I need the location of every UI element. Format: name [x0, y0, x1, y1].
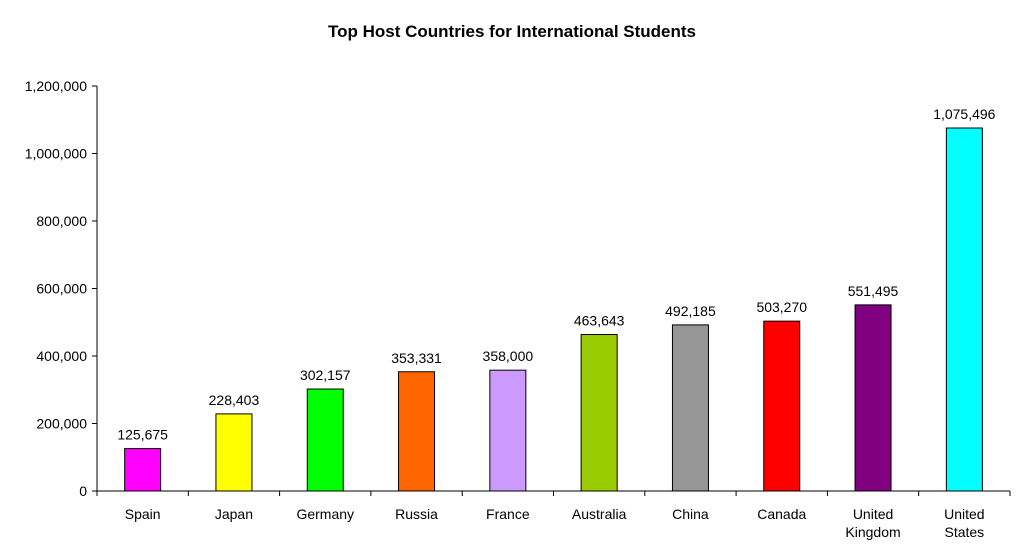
x-category-label: Australia [572, 506, 627, 522]
bar-value-label: 125,675 [117, 427, 168, 443]
bar [763, 320, 801, 492]
bar [671, 324, 709, 492]
x-category-label: France [486, 506, 530, 522]
y-tick-label: 0 [79, 483, 87, 499]
y-tick-label: 600,000 [36, 281, 87, 297]
y-tick-label: 400,000 [36, 348, 87, 364]
x-axis: Spain Japan Germany Russia France Australia Ch… [96, 490, 1011, 540]
bar [306, 388, 344, 492]
x-category-label: Russia [395, 506, 438, 522]
x-category-label: Canada [757, 506, 806, 522]
bar [580, 334, 618, 492]
y-tick-label: 200,000 [36, 416, 87, 432]
y-axis: 0 200,000 400,000 600,000 800,000 1,000,000 1,… [25, 78, 98, 499]
x-category-label: United Kingdom [845, 506, 900, 540]
bar [945, 127, 983, 492]
x-category-label: United States [944, 506, 984, 540]
bar-value-label: 353,331 [391, 350, 442, 366]
bar [215, 413, 253, 492]
y-tick-label: 1,000,000 [25, 146, 87, 162]
data-labels: 125,675 228,403 302,157 353,331 358,000 463,6… [117, 106, 995, 443]
bar-value-label: 302,157 [300, 367, 351, 383]
bar-value-label: 1,075,496 [933, 106, 995, 122]
bar-value-label: 228,403 [209, 392, 260, 408]
x-category-label: Germany [296, 506, 354, 522]
y-tick-label: 1,200,000 [25, 78, 87, 94]
bar [124, 448, 162, 492]
bar-value-label: 551,495 [848, 283, 899, 299]
x-category-label: Spain [125, 506, 161, 522]
bar-value-label: 492,185 [665, 303, 716, 319]
bar-value-label: 503,270 [756, 299, 807, 315]
x-category-label: Japan [215, 506, 253, 522]
bars [124, 127, 983, 492]
bar [398, 371, 436, 492]
y-tick-label: 800,000 [36, 213, 87, 229]
x-category-label: China [672, 506, 709, 522]
bar [489, 369, 527, 492]
bar [854, 304, 892, 492]
bar-value-label: 463,643 [574, 313, 625, 329]
chart-title: Top Host Countries for International Stu… [327, 22, 696, 41]
bar-value-label: 358,000 [483, 348, 534, 364]
